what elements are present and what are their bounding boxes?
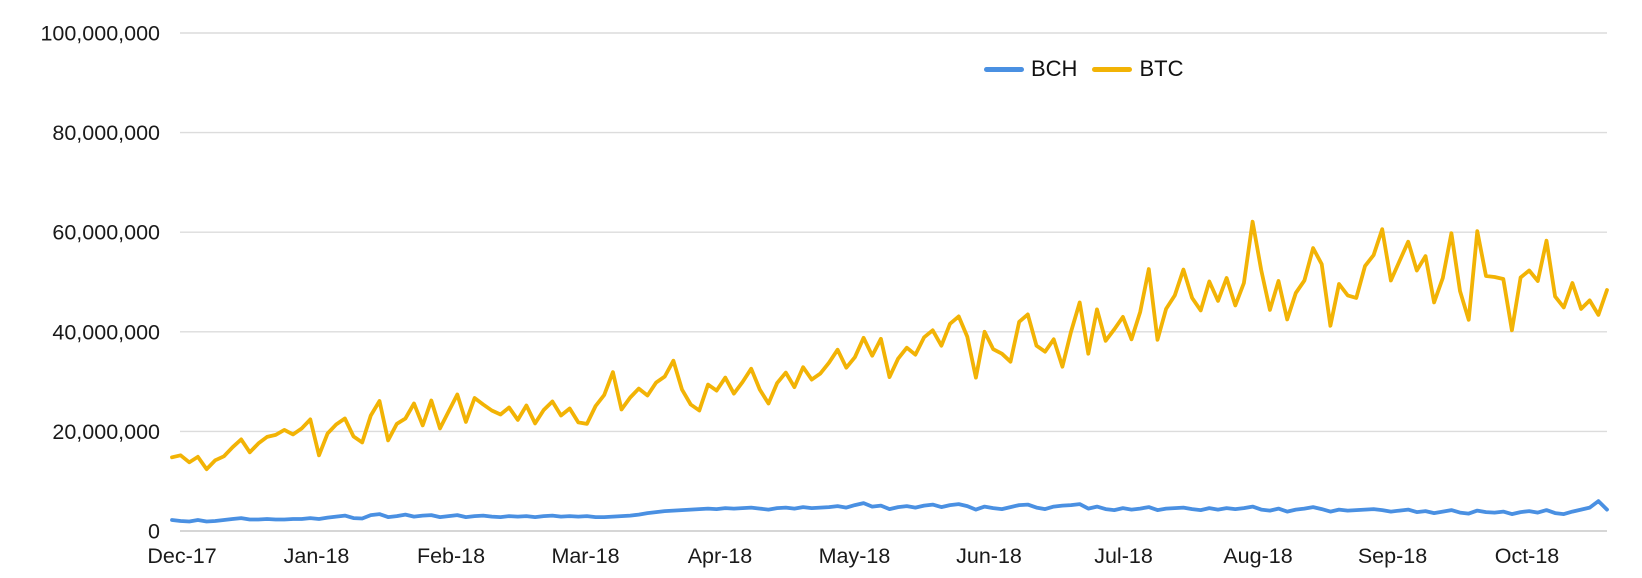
x-axis-tick-label: Sep-18	[1358, 544, 1427, 568]
x-axis-tick-label: May-18	[819, 544, 891, 568]
y-axis-tick-label: 0	[148, 520, 160, 544]
y-axis-tick-label: 60,000,000	[52, 221, 160, 245]
y-axis-tick-label: 80,000,000	[52, 121, 160, 145]
y-axis-tick-label: 20,000,000	[52, 420, 160, 444]
legend-label-bch: BCH	[1031, 56, 1078, 81]
x-axis-tick-label: Oct-18	[1495, 544, 1560, 568]
legend-swatch-btc	[1092, 66, 1133, 72]
legend-item-btc: BTC	[1092, 55, 1183, 83]
legend: BCH BTC	[984, 55, 1183, 83]
x-axis-tick-label: Jan-18	[284, 544, 350, 568]
x-axis-tick-label: Jul-18	[1094, 544, 1153, 568]
x-axis-tick-label: Feb-18	[417, 544, 485, 568]
y-axis-tick-label: 100,000,000	[40, 22, 160, 46]
series-line-btc	[170, 219, 1609, 472]
x-axis-tick-label: Dec-17	[147, 544, 216, 568]
series-line-bch	[170, 499, 1609, 524]
y-axis-tick-label: 40,000,000	[52, 320, 160, 344]
legend-label-btc: BTC	[1139, 56, 1184, 81]
legend-item-bch: BCH	[984, 55, 1077, 83]
x-axis-tick-label: Aug-18	[1223, 544, 1292, 568]
x-axis-tick-label: Apr-18	[688, 544, 753, 568]
x-axis-tick-label: Jun-18	[956, 544, 1022, 568]
x-axis-tick-label: Mar-18	[551, 544, 619, 568]
legend-swatch-bch	[984, 66, 1024, 72]
